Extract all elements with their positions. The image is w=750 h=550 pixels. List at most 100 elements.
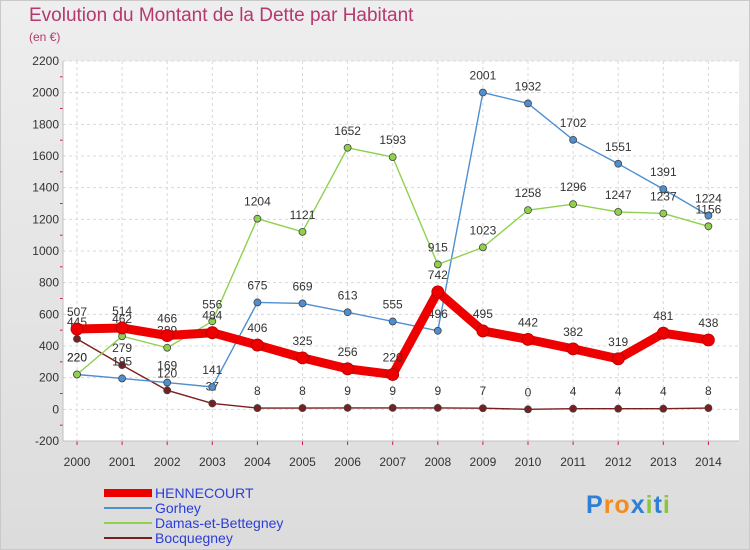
y-tick-label: 2000 [32,86,59,100]
data-point [298,404,307,412]
data-label: 9 [434,384,441,398]
data-label: 7 [480,384,487,398]
data-label: 613 [338,288,358,302]
data-label: 195 [112,354,132,368]
data-label: 669 [292,279,312,293]
data-point [476,324,490,338]
x-tick-label: 2012 [605,455,632,469]
data-label: 141 [202,363,222,377]
y-tick-label: 0 [52,402,59,416]
data-point [521,332,535,346]
data-point [73,370,81,379]
brand-letter: i [662,491,671,519]
data-label: 4 [570,385,577,399]
data-point [659,185,668,193]
data-point [433,404,442,412]
data-point [205,326,219,340]
data-point [250,338,264,352]
x-tick-label: 2002 [154,455,181,469]
data-point [160,329,174,342]
data-label: 466 [157,312,177,326]
data-point [704,404,713,412]
data-label: 507 [67,305,87,319]
data-label: 915 [428,240,448,254]
data-label: 1156 [695,202,721,216]
x-tick-label: 2007 [379,455,406,469]
data-label: 1652 [334,124,361,138]
data-point [296,351,309,365]
brand-letter: t [653,491,663,519]
legend-label: Gorhey [155,500,201,516]
data-label: 1391 [650,165,677,179]
data-label: 742 [428,268,448,282]
data-point [253,214,262,223]
x-tick-label: 2003 [199,455,226,469]
data-label: 4 [615,385,622,399]
x-tick-label: 2009 [470,455,497,469]
brand-letter: o [614,491,631,519]
data-point [118,361,126,370]
data-point [569,200,577,209]
data-label: 481 [653,309,673,323]
data-point [566,342,580,356]
x-tick-label: 2013 [650,455,677,469]
data-point [614,159,623,168]
y-tick-label: 600 [39,307,59,321]
data-label: 556 [202,297,222,311]
data-label: 2001 [470,69,497,83]
data-point [478,404,487,413]
data-point [614,404,623,413]
data-point [388,404,397,412]
data-label: 1258 [515,186,542,200]
data-point [298,227,307,236]
chart-subtitle: (en €) [29,30,61,44]
data-label: 406 [247,321,267,335]
x-tick-label: 2011 [560,455,586,469]
legend-swatch [104,507,152,509]
x-tick-label: 2010 [515,455,542,469]
data-label: 442 [518,315,538,329]
data-label: 8 [705,384,712,398]
data-point [704,222,713,231]
data-point [433,260,442,269]
data-label: 325 [292,334,312,348]
data-point [614,207,623,216]
data-point [73,334,81,343]
data-point [298,299,307,308]
data-label: 462 [112,312,132,326]
data-label: 1932 [515,79,542,93]
x-tick-label: 2005 [289,455,316,469]
data-point [208,383,217,391]
data-label: 1702 [560,116,587,130]
brand-logo: Proxiti [586,491,671,520]
data-point [569,404,577,413]
y-tick-label: 1000 [32,244,59,258]
data-point [659,209,668,218]
data-point [115,321,129,335]
y-tick-label: 1600 [32,149,59,163]
data-point [524,99,532,108]
data-label: 319 [608,335,628,349]
data-label: 120 [157,366,177,380]
data-point [388,317,397,326]
legend-label: Bocquegney [155,530,233,546]
x-tick-label: 2014 [695,455,722,469]
data-label: 1204 [244,195,271,209]
x-tick-label: 2008 [424,455,451,469]
data-label: 1121 [290,208,316,222]
brand-letter: i [645,491,654,519]
y-tick-label: 1800 [32,117,59,131]
data-label: 1593 [379,133,406,147]
data-label: 514 [112,304,132,318]
x-tick-label: 2000 [64,455,91,469]
data-label: 220 [67,351,87,365]
data-label: 169 [157,359,177,373]
y-tick-label: 800 [39,276,59,290]
legend-label: Damas-et-Bettegney [155,515,284,531]
data-label: 438 [698,316,718,330]
y-tick-label: 2200 [32,54,59,68]
data-point [478,243,487,252]
data-label: 220 [383,351,403,365]
